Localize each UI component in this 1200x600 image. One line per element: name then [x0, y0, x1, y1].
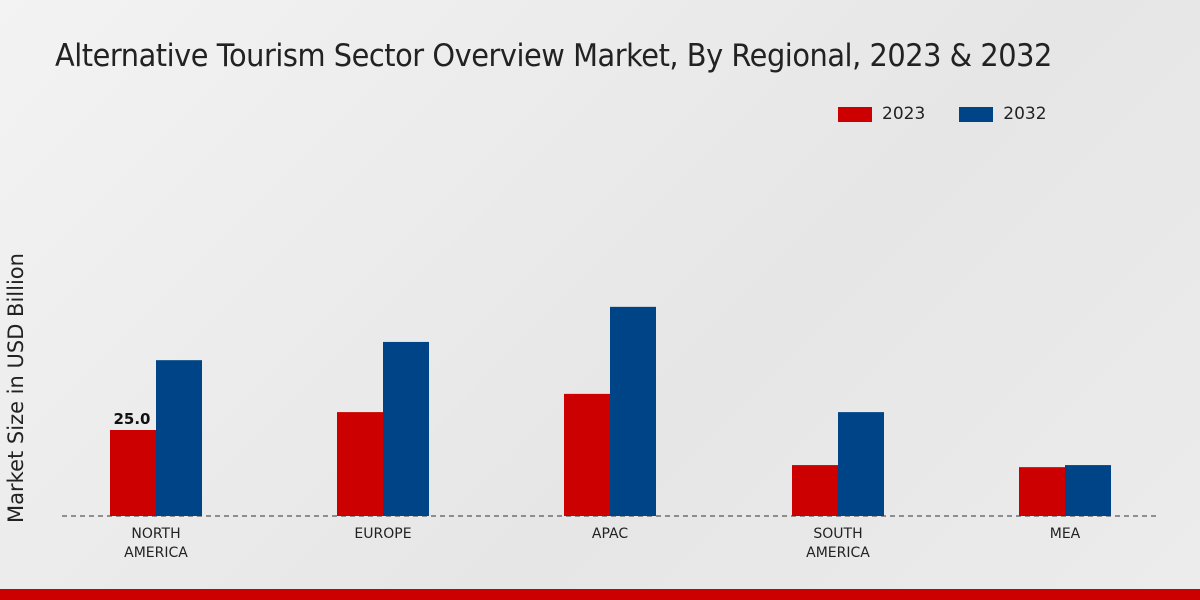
bar-2032-3	[838, 412, 884, 516]
bar-2023-2	[564, 393, 610, 516]
bar-2032-1	[383, 341, 429, 516]
bar-2032-0	[156, 360, 202, 516]
x-tick-label: AMERICA	[806, 545, 870, 561]
footer-bar	[0, 589, 1200, 600]
legend-swatch-2023	[838, 106, 872, 122]
bar-2032-4	[1065, 465, 1111, 516]
legend: 2023 2032	[838, 104, 1047, 124]
x-tick-label: AMERICA	[124, 545, 188, 561]
x-tick-label: MEA	[1050, 526, 1081, 542]
x-tick-label: EUROPE	[354, 526, 411, 542]
bar-2032-2	[610, 306, 656, 516]
legend-swatch-2032	[959, 106, 994, 122]
legend-label: 2023	[882, 104, 926, 124]
legend-label: 2032	[1003, 104, 1047, 124]
chart-title: Alternative Tourism Sector Overview Mark…	[55, 38, 1052, 74]
bar-2023-0	[110, 430, 156, 516]
legend-item-2023: 2023	[838, 104, 925, 124]
x-tick-label: SOUTH	[813, 526, 862, 542]
data-label: 25.0	[113, 410, 150, 428]
bar-2023-4	[1019, 467, 1065, 516]
x-tick-label: APAC	[592, 526, 628, 542]
bar-2023-3	[792, 465, 838, 516]
bar-2023-1	[337, 412, 383, 516]
x-tick-label: NORTH	[131, 526, 180, 542]
legend-item-2032: 2032	[959, 104, 1047, 124]
